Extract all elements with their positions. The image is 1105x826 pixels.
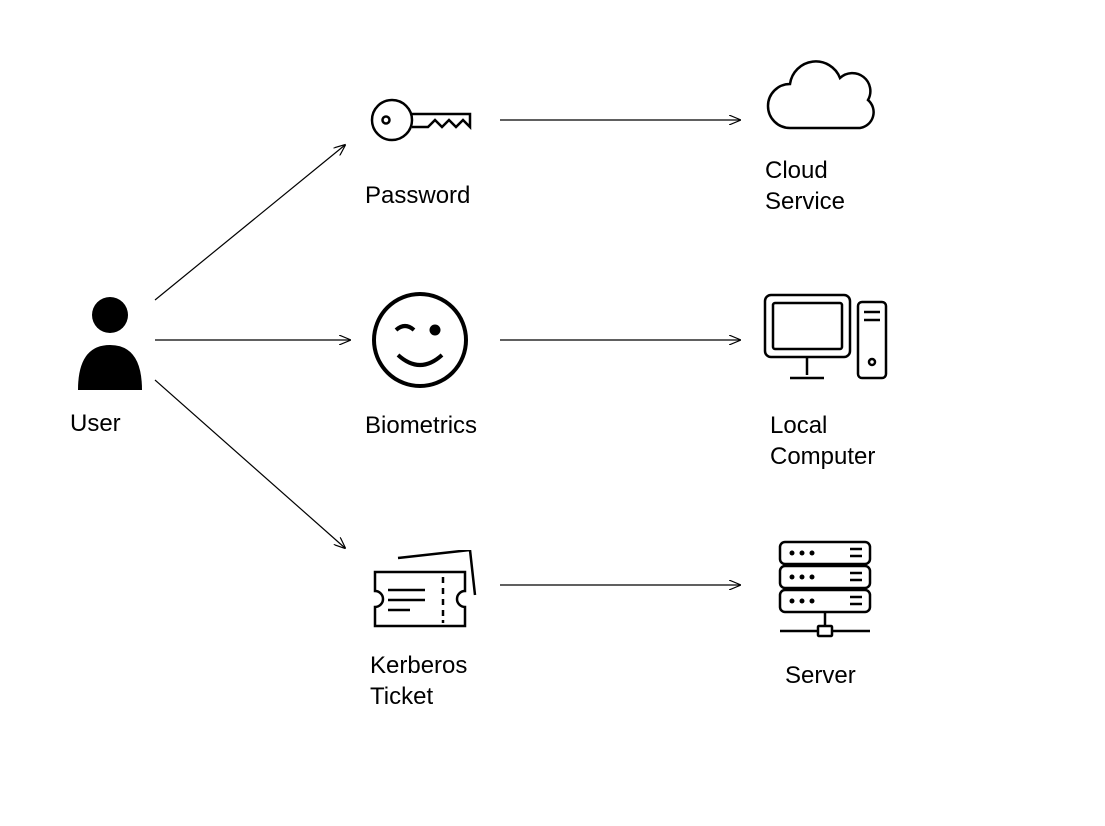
node-local-computer: Local Computer bbox=[760, 290, 890, 472]
node-cloud: Cloud Service bbox=[760, 60, 880, 217]
node-server: Server bbox=[770, 540, 880, 691]
node-user: User bbox=[70, 290, 150, 439]
computer-icon bbox=[760, 290, 890, 390]
local-computer-label: Local Computer bbox=[770, 410, 875, 472]
node-kerberos: Kerberos Ticket bbox=[370, 550, 480, 712]
diagram-canvas: User Password Biometrics bbox=[0, 0, 1105, 826]
node-password: Password bbox=[370, 85, 475, 211]
cloud-icon bbox=[760, 60, 880, 135]
edge-user-to-password bbox=[155, 145, 345, 300]
ticket-icon bbox=[370, 550, 480, 630]
biometrics-label: Biometrics bbox=[365, 410, 477, 441]
key-icon bbox=[370, 85, 475, 155]
face-icon bbox=[370, 290, 470, 390]
user-icon bbox=[70, 290, 150, 390]
node-biometrics: Biometrics bbox=[370, 290, 477, 441]
server-label: Server bbox=[785, 660, 856, 691]
cloud-label: Cloud Service bbox=[765, 155, 845, 217]
password-label: Password bbox=[365, 180, 470, 211]
kerberos-label: Kerberos Ticket bbox=[370, 650, 467, 712]
edges-layer bbox=[0, 0, 1105, 826]
server-icon bbox=[770, 540, 880, 640]
user-label: User bbox=[70, 408, 121, 439]
edge-user-to-kerberos bbox=[155, 380, 345, 548]
